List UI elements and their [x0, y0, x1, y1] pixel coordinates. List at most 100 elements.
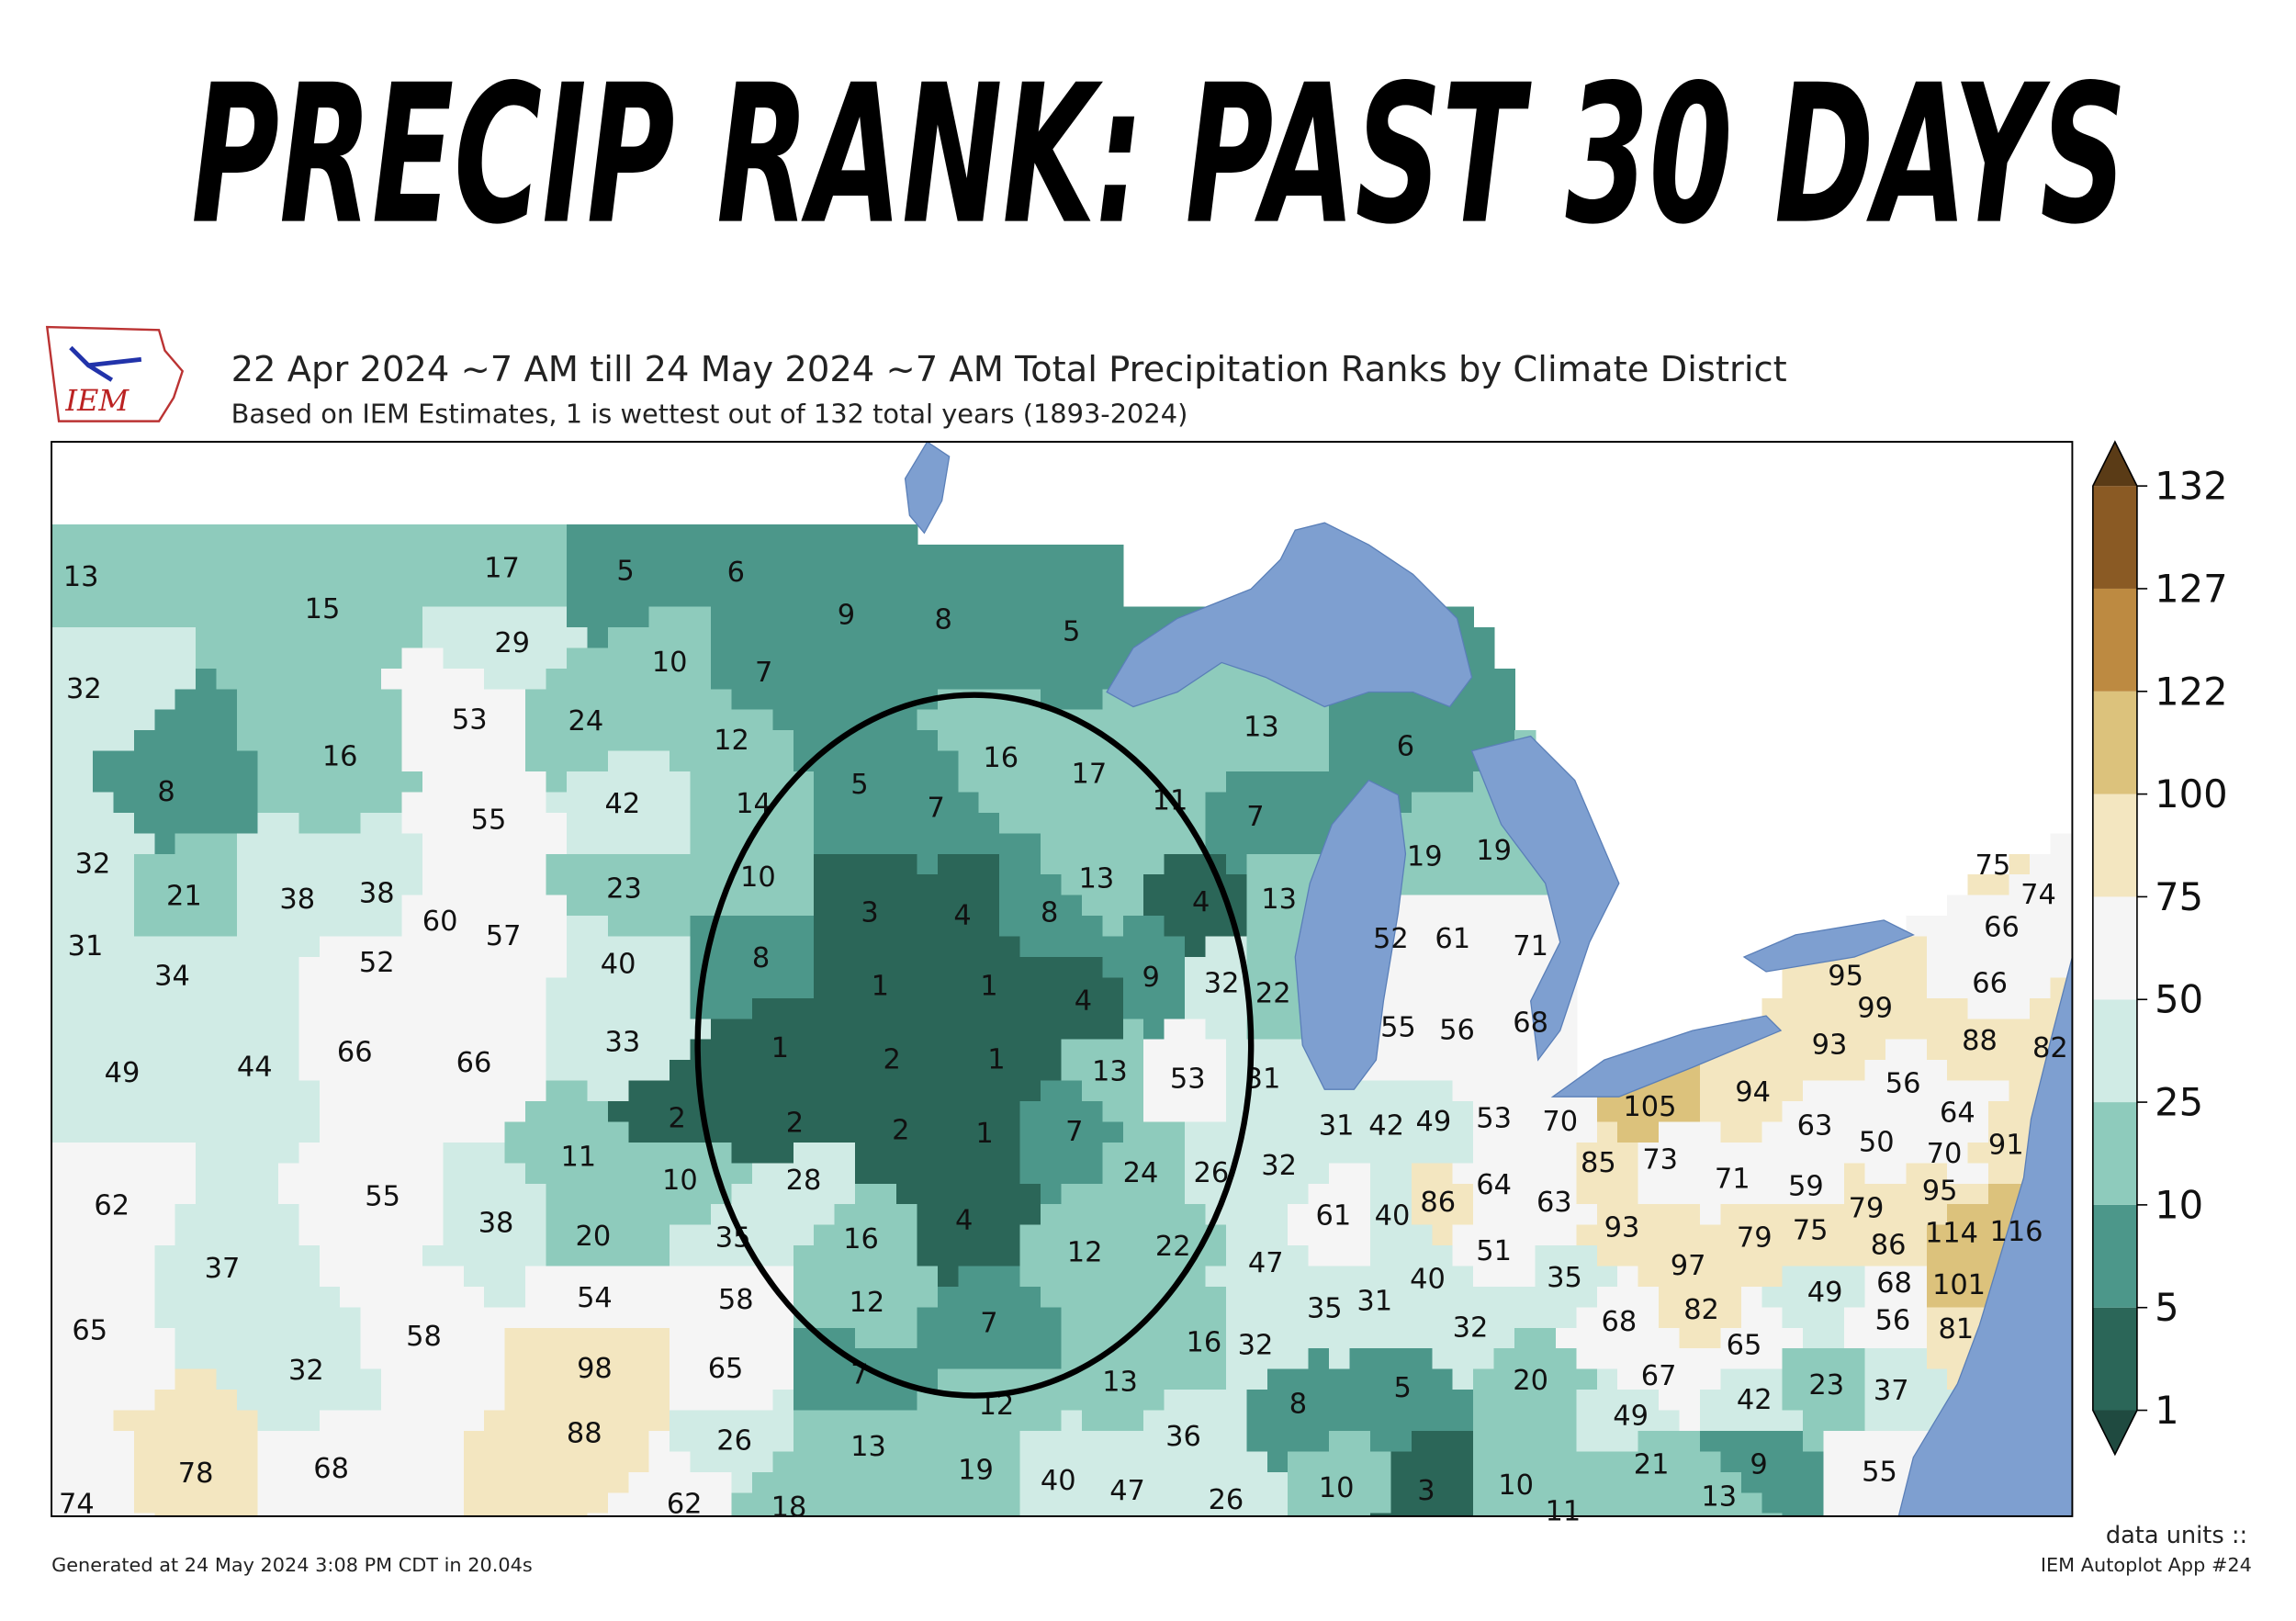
district-cell [340, 1224, 362, 1247]
district-cell [277, 523, 300, 546]
district-cell [257, 1183, 279, 1206]
rank-label: 81 [1938, 1313, 1974, 1345]
district-cell [937, 1266, 960, 1288]
district-cell [1349, 1451, 1371, 1473]
district-cell [670, 1390, 692, 1412]
district-cell [1844, 1410, 1866, 1432]
district-cell [277, 689, 300, 711]
district-cell [340, 1019, 362, 1041]
district-cell [154, 1101, 176, 1123]
district-cell [1906, 936, 1928, 958]
district-cell [1493, 977, 1515, 999]
district-cell [1473, 936, 1495, 958]
district-cell [133, 895, 156, 917]
district-cell [1576, 1142, 1598, 1165]
rank-label: 91 [1988, 1130, 2024, 1162]
district-cell [237, 874, 259, 896]
district-cell [1390, 1080, 1412, 1102]
district-cell [1205, 1348, 1227, 1370]
district-cell [958, 626, 980, 649]
district-cell [917, 1307, 939, 1329]
district-cell [525, 1080, 547, 1102]
district-cell [277, 1390, 300, 1412]
district-cell [566, 545, 589, 567]
district-cell [133, 1451, 156, 1473]
district-cell [731, 1492, 753, 1514]
district-cell [1432, 1060, 1454, 1082]
district-cell [154, 1471, 176, 1494]
district-cell [237, 1430, 259, 1453]
district-cell [1473, 997, 1495, 1020]
district-cell [154, 956, 176, 979]
district-cell [607, 1451, 630, 1473]
district-cell [360, 1451, 383, 1473]
rank-label: 7 [980, 1307, 997, 1339]
district-cell [525, 647, 547, 670]
district-cell [793, 1266, 816, 1288]
district-cell [566, 936, 589, 958]
district-cell [504, 750, 527, 772]
district-cell [1390, 750, 1412, 772]
district-cell [277, 1183, 300, 1206]
district-cell [1061, 647, 1083, 670]
district-cell [216, 668, 238, 691]
district-cell [1659, 1307, 1681, 1329]
district-cell [1576, 1245, 1598, 1267]
district-cell [1288, 750, 1310, 772]
district-cell [1246, 1348, 1268, 1370]
district-cell [133, 1327, 156, 1350]
district-cell [1369, 1142, 1392, 1165]
district-cell [484, 956, 506, 979]
district-cell [999, 1019, 1021, 1041]
district-cell [999, 792, 1021, 814]
district-cell [1061, 1307, 1083, 1329]
district-cell [484, 668, 506, 691]
district-cell [1349, 1163, 1371, 1185]
district-cell [1535, 1224, 1557, 1247]
district-cell [525, 1451, 547, 1473]
district-cell [1185, 1101, 1207, 1123]
district-cell [463, 668, 486, 691]
district-cell [504, 689, 527, 711]
district-cell [546, 606, 568, 628]
district-cell [443, 1451, 465, 1473]
rank-label: 38 [279, 884, 315, 916]
district-cell [834, 586, 857, 608]
district-cell [1967, 1224, 1990, 1247]
district-cell [1019, 668, 1041, 691]
district-cell [72, 1368, 94, 1391]
district-cell [793, 1224, 816, 1247]
district-cell [1143, 956, 1165, 979]
rank-label: 71 [1715, 1163, 1750, 1195]
district-cell [628, 668, 650, 691]
district-cell [525, 1286, 547, 1309]
district-cell [484, 606, 506, 628]
district-cell [133, 997, 156, 1020]
district-cell [1535, 1060, 1557, 1082]
district-cell [1535, 1451, 1557, 1473]
district-cell [546, 916, 568, 938]
district-cell [1411, 956, 1434, 979]
district-cell [422, 1039, 445, 1062]
district-cell [133, 874, 156, 896]
district-cell [2029, 1019, 2052, 1041]
district-cell [1081, 1471, 1104, 1494]
district-cell [1019, 750, 1041, 772]
district-cell [1514, 1245, 1536, 1267]
district-cell [1452, 709, 1475, 732]
district-cell [1185, 1266, 1207, 1288]
district-cell [133, 1471, 156, 1494]
district-cell [1740, 1390, 1763, 1412]
district-cell [174, 1060, 197, 1082]
district-cell [1019, 1410, 1041, 1432]
district-cell [731, 668, 753, 691]
district-cell [174, 1142, 197, 1165]
district-cell [937, 1224, 960, 1247]
district-cell [360, 545, 383, 567]
district-cell [484, 1245, 506, 1267]
district-cell [1390, 689, 1412, 711]
district-cell [2009, 1142, 2031, 1165]
district-cell [1122, 1245, 1145, 1267]
district-cell [546, 1266, 568, 1288]
district-cell [814, 1039, 836, 1062]
